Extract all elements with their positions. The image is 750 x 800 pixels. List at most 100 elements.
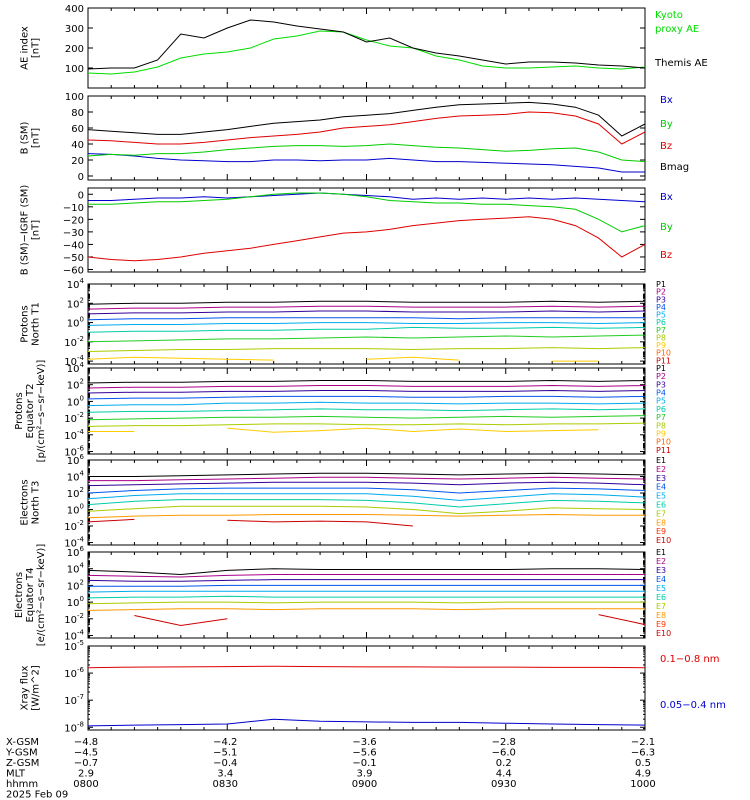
y-axis-label: Xray flux[W/m^2] [20, 665, 42, 711]
series-line [87, 481, 646, 487]
legend-entry: Kyoto [655, 10, 683, 21]
series-line [87, 513, 645, 519]
y-tick-label: −60 [63, 265, 84, 276]
legend-entry: E5 [656, 492, 666, 501]
axis-row-value: 0.2 [496, 758, 512, 769]
y-tick-label: 104 [67, 562, 85, 576]
y-axis-label: B (SM)[nT] [20, 121, 42, 154]
series-line [87, 395, 646, 400]
y-tick-label: 102 [67, 486, 84, 500]
axis-row-value: −3.6 [352, 737, 376, 748]
legend-entry: E10 [656, 629, 671, 638]
y-tick-label: 0 [78, 172, 84, 183]
axis-row-value: −4.2 [213, 737, 237, 748]
legend-entry: E6 [656, 593, 666, 602]
axis-row-value: −0.4 [213, 758, 237, 769]
series-line [87, 322, 646, 326]
y-tick-label: −30 [63, 228, 84, 239]
axis-row-value: −5.1 [213, 748, 237, 759]
series-line [227, 427, 599, 433]
series-line [87, 317, 645, 321]
legend-entry: Bx [660, 95, 673, 106]
series-line [88, 584, 645, 587]
legend-entry: P4 [656, 389, 666, 398]
axis-row-value: −5.6 [352, 748, 376, 759]
y-tick-label: 100 [67, 394, 84, 408]
series-line [87, 493, 646, 501]
series-line [87, 505, 646, 515]
legend-entry: By [660, 222, 673, 233]
y-tick-label: 80 [71, 108, 84, 119]
legend-entry: P6 [656, 318, 666, 327]
y-axis-label: AE index[nT] [20, 26, 42, 70]
axis-row-value: −2.8 [492, 737, 516, 748]
legend-entry: P10 [656, 349, 671, 358]
axis-row-value: 4.4 [496, 769, 512, 780]
axis-row-value: −6.0 [492, 748, 516, 759]
legend-entry: E7 [656, 602, 666, 611]
panel-2: 0 20 40 60 80 100 B (SM)[nT] Bx By Bz Bmag [20, 92, 690, 183]
series-line [87, 334, 646, 343]
axis-row-value: 1000 [630, 779, 655, 790]
axis-row-label: X-GSM [6, 737, 39, 748]
legend-entry: Bz [660, 141, 672, 152]
legend-entry: P9 [656, 429, 666, 438]
panel-frame [87, 187, 646, 273]
series-line [87, 579, 645, 582]
axis-row-value: 2.9 [78, 769, 94, 780]
y-axis-label: ProtonsEquator T2[p/(cm²−s−sr−keV)] [14, 360, 47, 463]
axis-row-value: −4.8 [74, 737, 98, 748]
series-line [87, 487, 646, 494]
legend-entry: Themis AE [654, 58, 708, 69]
y-tick-label: 106 [67, 545, 85, 559]
axis-row-value: 0900 [352, 779, 377, 790]
legend-entry: E2 [656, 465, 666, 474]
y-tick-label: −40 [63, 240, 84, 251]
y-tick-label: 102 [67, 296, 84, 310]
legend-entry: E1 [656, 548, 666, 557]
legend-entry: P8 [656, 421, 666, 430]
legend-entry: E7 [656, 509, 666, 518]
legend-entry: By [660, 119, 673, 130]
legend-entry: E8 [656, 611, 666, 620]
y-tick-label: 104 [67, 277, 85, 291]
series-line [87, 574, 645, 578]
panel-5: 10-6 10-4 10-2 100 102 104 ProtonsEquator T2[p… [14, 360, 671, 463]
axis-row-value: 0930 [491, 779, 516, 790]
legend-entry: P3 [656, 380, 666, 389]
series-line [88, 192, 646, 233]
y-tick-label: 100 [67, 503, 84, 517]
y-tick-label: 10-4 [64, 428, 84, 442]
legend-entry: P7 [656, 326, 666, 335]
y-tick-label: 10-7 [64, 693, 84, 707]
panel-8: 10-8 10-7 10-6 10-5 Xray flux[W/m^2] 0.1−0.8 … [20, 639, 726, 734]
y-tick-label: 104 [67, 361, 85, 375]
legend-entry: E5 [656, 584, 666, 593]
y-tick-label: 10-2 [64, 612, 84, 626]
y-tick-label: 10-4 [64, 536, 84, 550]
legend-entry: P5 [656, 311, 666, 320]
legend-entry: P11 [656, 356, 671, 365]
series-line [366, 356, 460, 361]
axis-row-value: 0800 [73, 779, 98, 790]
y-tick-label: −10 [63, 203, 84, 214]
series-line [87, 718, 646, 727]
legend-entry: P7 [656, 413, 666, 422]
legend-entry: P3 [656, 295, 666, 304]
axis-row-value: 0830 [213, 779, 238, 790]
y-axis-label: ElectronsEquator T4[e/(cm²−s−sr−keV)] [14, 544, 47, 647]
y-tick-label: 10-4 [64, 628, 84, 642]
y-tick-label: 102 [67, 378, 84, 392]
y-tick-label: 106 [67, 453, 85, 467]
legend-entry: Bz [660, 250, 672, 261]
series-line [87, 30, 646, 75]
series-line [87, 153, 645, 173]
series-line [88, 472, 646, 477]
legend-entry: Bmag [660, 162, 689, 173]
y-tick-label: 10-8 [64, 720, 84, 734]
series-line [87, 379, 646, 384]
axis-row-value: 4.9 [635, 769, 651, 780]
legend-entry: E8 [656, 518, 666, 527]
